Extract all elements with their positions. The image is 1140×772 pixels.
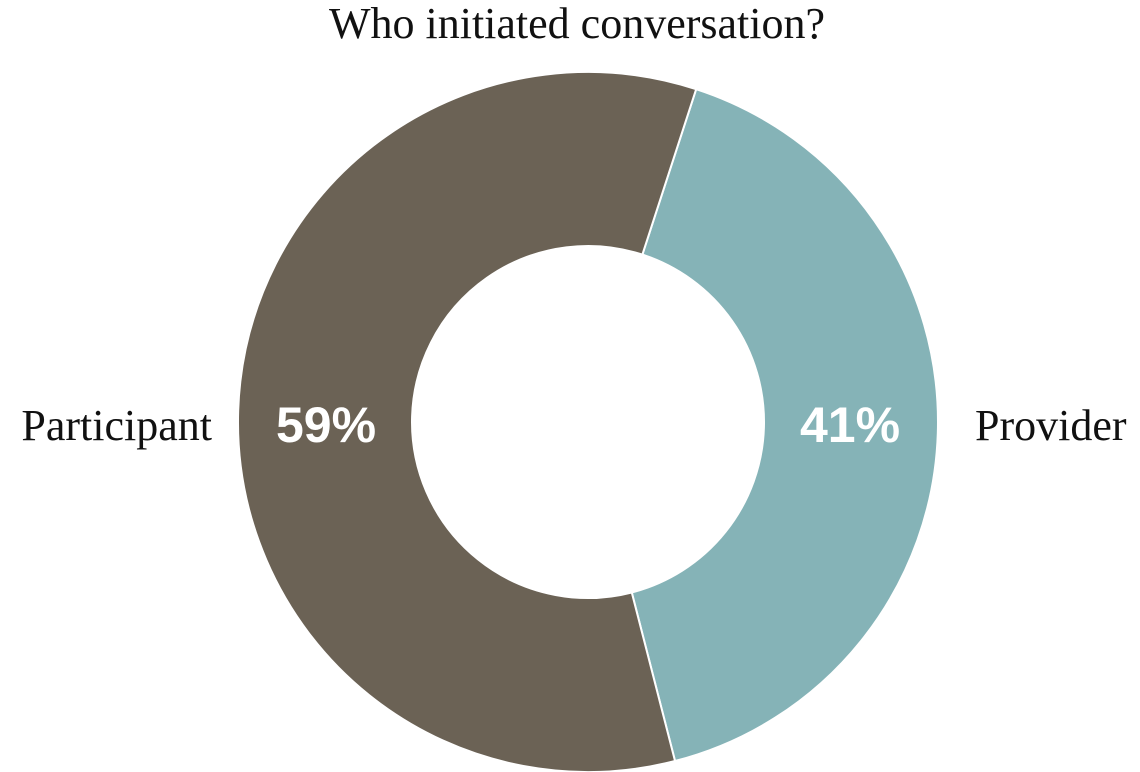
category-label-participant: Participant [21,401,212,450]
chart-title: Who initiated conversation? [329,0,825,48]
donut-slices [237,71,939,772]
data-label-provider: 41% [800,397,900,453]
slice-participant [237,71,698,772]
category-label-provider: Provider [975,401,1127,450]
slice-provider [630,87,939,763]
data-label-participant: 59% [276,397,376,453]
